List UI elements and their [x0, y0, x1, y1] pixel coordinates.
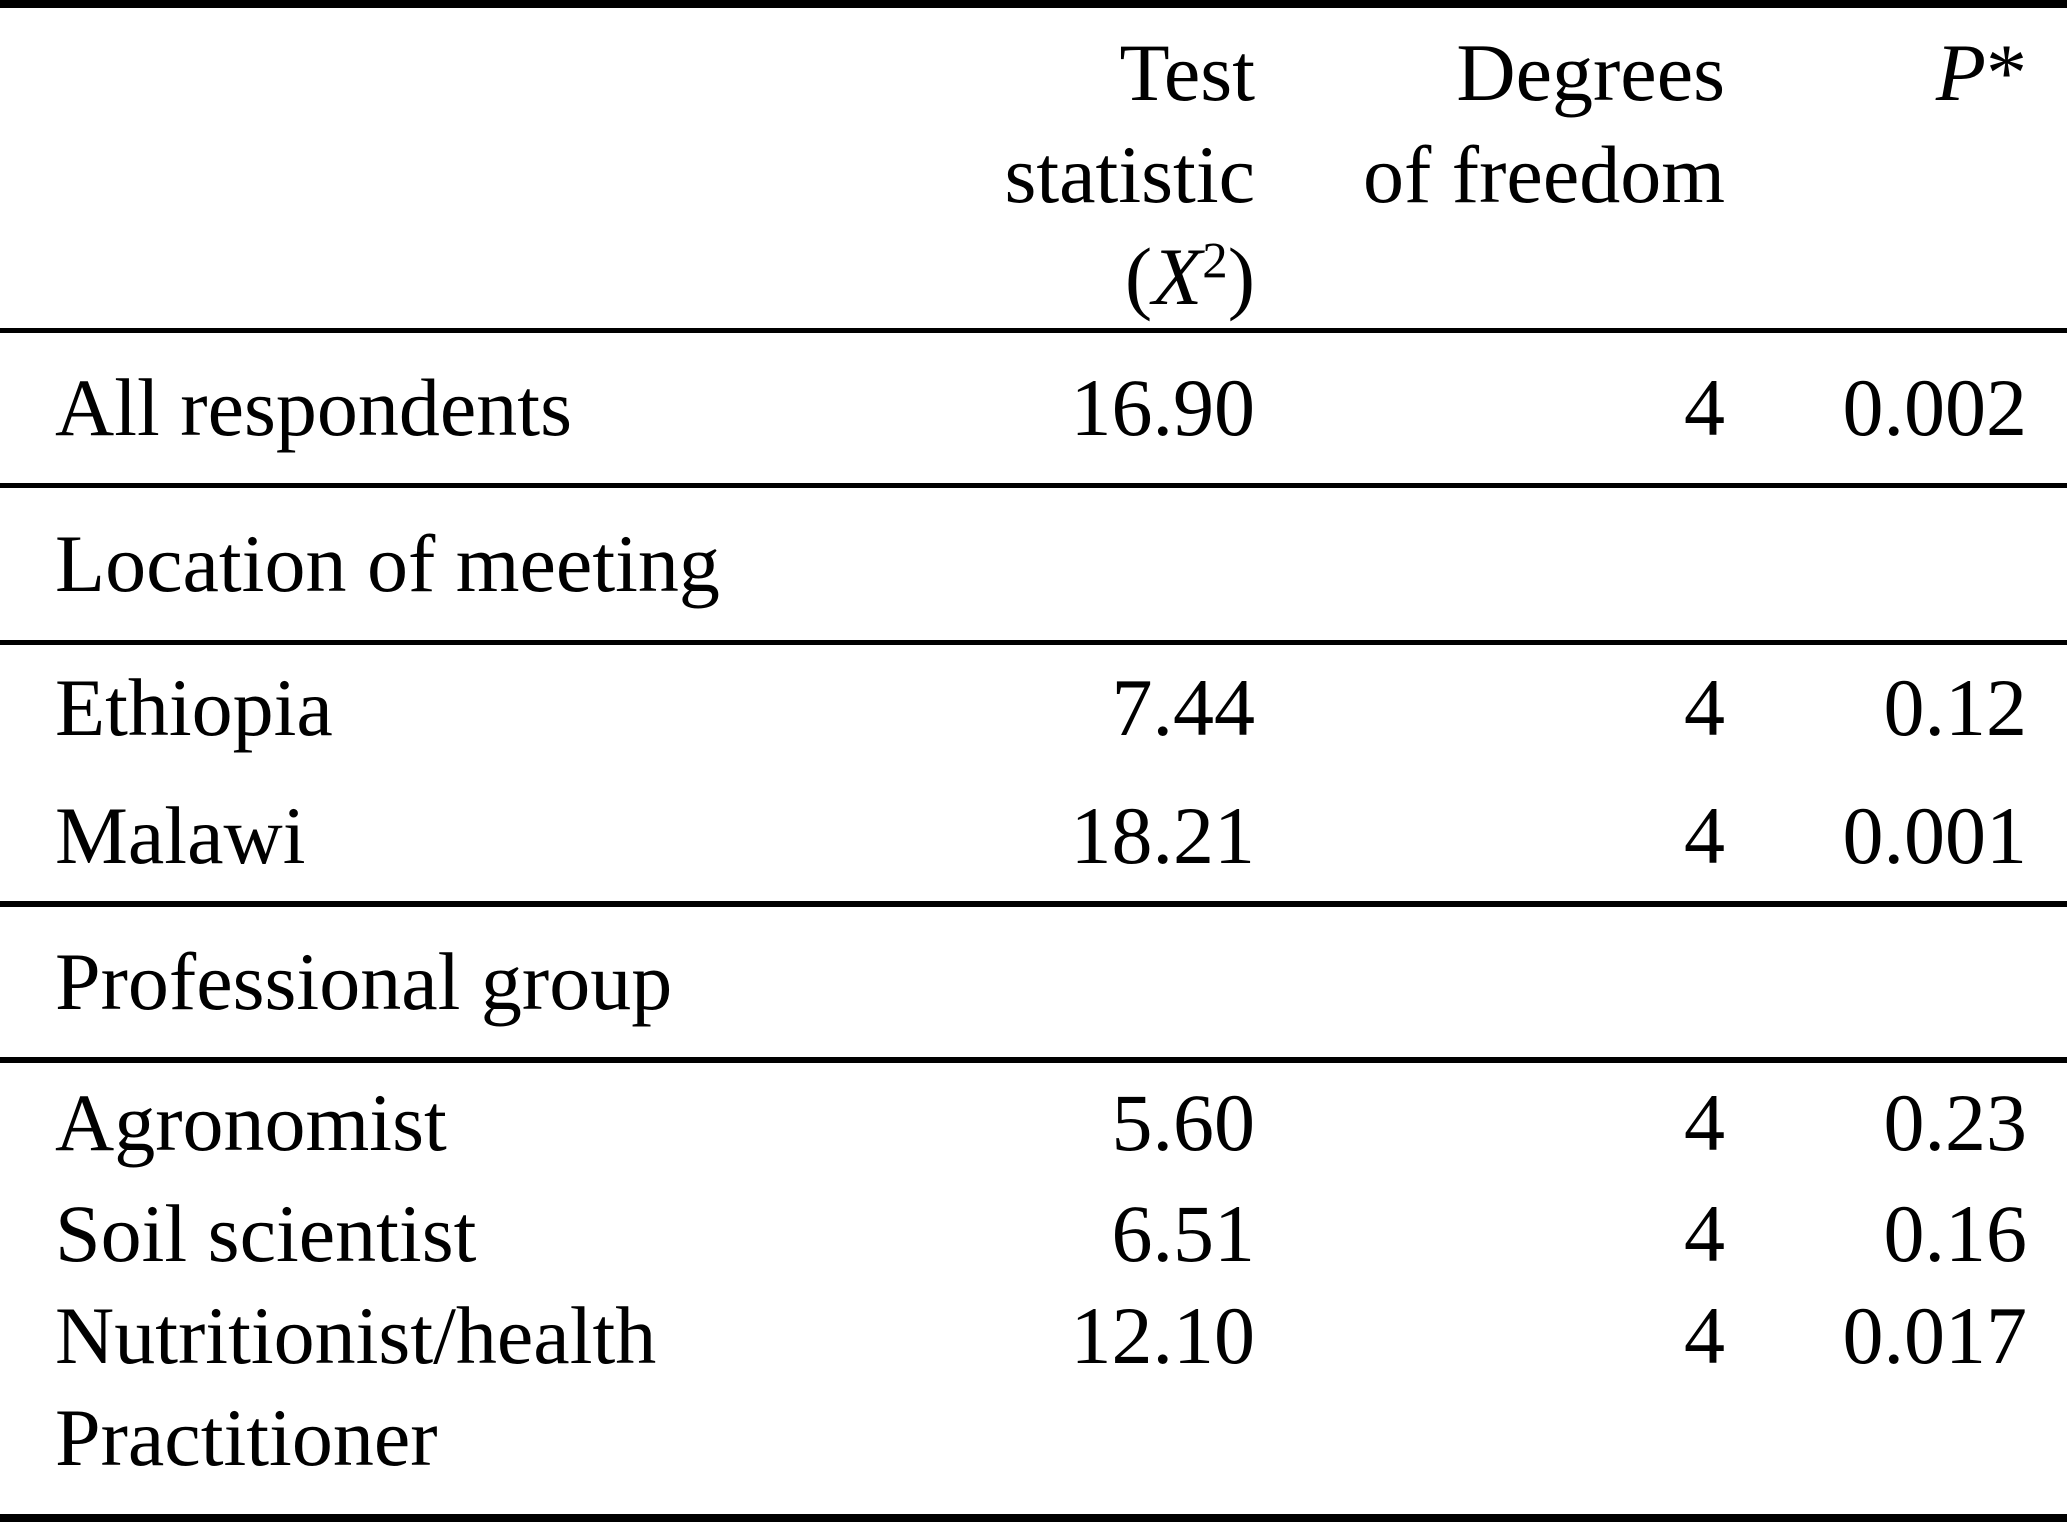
row-label: Malawi: [0, 771, 920, 907]
cell-empty: [920, 1387, 1255, 1518]
cell-p-value: 0.23: [1883, 1077, 2028, 1168]
row-malawi: Malawi 18.21 4 0.001: [0, 771, 2067, 907]
row-label: Nutritionist/health: [55, 1290, 657, 1381]
header-p-value: P*: [1725, 4, 2067, 333]
cell-degrees-of-freedom: 4: [1684, 1290, 1725, 1381]
row-practitioner-continuation: Practitioner: [0, 1387, 2067, 1518]
row-label: All respondents: [0, 330, 920, 488]
row-all-respondents: All respondents 16.90 4 0.002: [0, 330, 2067, 488]
section-row-professional-group: Professional group: [0, 904, 2067, 1063]
cell-degrees-of-freedom: 4: [1684, 1188, 1725, 1279]
cell-empty: [1255, 1387, 1725, 1518]
header-test-statistic-line2: (X2): [920, 226, 1255, 328]
cell-test-statistic: 7.44: [1111, 662, 1256, 753]
row-label-continuation: Practitioner: [55, 1392, 438, 1483]
header-test-statistic: Test statistic (X2): [920, 4, 1255, 333]
row-label: Soil scientist: [55, 1188, 477, 1279]
cell-p-value: 0.001: [1725, 771, 2067, 907]
cell-p-value: 0.002: [1725, 330, 2067, 488]
cell-degrees-of-freedom: 4: [1684, 1077, 1725, 1168]
row-label: Ethiopia: [55, 662, 333, 753]
cell-test-statistic: 16.90: [920, 330, 1255, 488]
cell-p-value: 0.12: [1883, 662, 2028, 753]
cell-degrees-of-freedom: 4: [1255, 771, 1725, 907]
header-row: Test statistic (X2) Degrees of freedom P…: [0, 4, 2067, 333]
row-soil-scientist: Soil scientist 6.51 4 0.16: [0, 1183, 2067, 1285]
section-title: Location of meeting: [0, 485, 2067, 645]
header-degrees-line1: Degrees: [1456, 27, 1725, 118]
p-symbol: P: [1935, 27, 1986, 118]
chi-square-exponent: 2: [1202, 232, 1228, 289]
cell-degrees-of-freedom: 4: [1255, 330, 1725, 488]
header-degrees-line2: of freedom: [1363, 129, 1725, 220]
row-nutritionist-health: Nutritionist/health 12.10 4 0.017: [0, 1285, 2067, 1387]
cell-degrees-of-freedom: 4: [1684, 662, 1725, 753]
section-title: Professional group: [0, 904, 2067, 1063]
open-paren: (: [1124, 231, 1153, 322]
header-empty-cell: [0, 4, 920, 333]
chi-square-symbol: X: [1152, 231, 1203, 322]
header-test-statistic-line1: Test statistic: [1004, 27, 1255, 220]
close-paren: ): [1227, 231, 1255, 322]
row-label: Agronomist: [55, 1077, 447, 1168]
p-asterisk: *: [1986, 27, 2027, 118]
cell-test-statistic: 12.10: [1070, 1290, 1256, 1381]
cell-test-statistic: 18.21: [920, 771, 1255, 907]
section-row-location-of-meeting: Location of meeting: [0, 485, 2067, 645]
header-degrees-of-freedom: Degrees of freedom: [1255, 4, 1725, 333]
cell-test-statistic: 6.51: [1111, 1188, 1256, 1279]
cell-empty: [1725, 1387, 2067, 1518]
cell-test-statistic: 5.60: [1111, 1077, 1256, 1168]
row-ethiopia: Ethiopia 7.44 4 0.12: [0, 643, 2067, 772]
cell-p-value: 0.16: [1883, 1188, 2028, 1279]
row-agronomist: Agronomist 5.60 4 0.23: [0, 1060, 2067, 1183]
cell-p-value: 0.017: [1842, 1290, 2028, 1381]
